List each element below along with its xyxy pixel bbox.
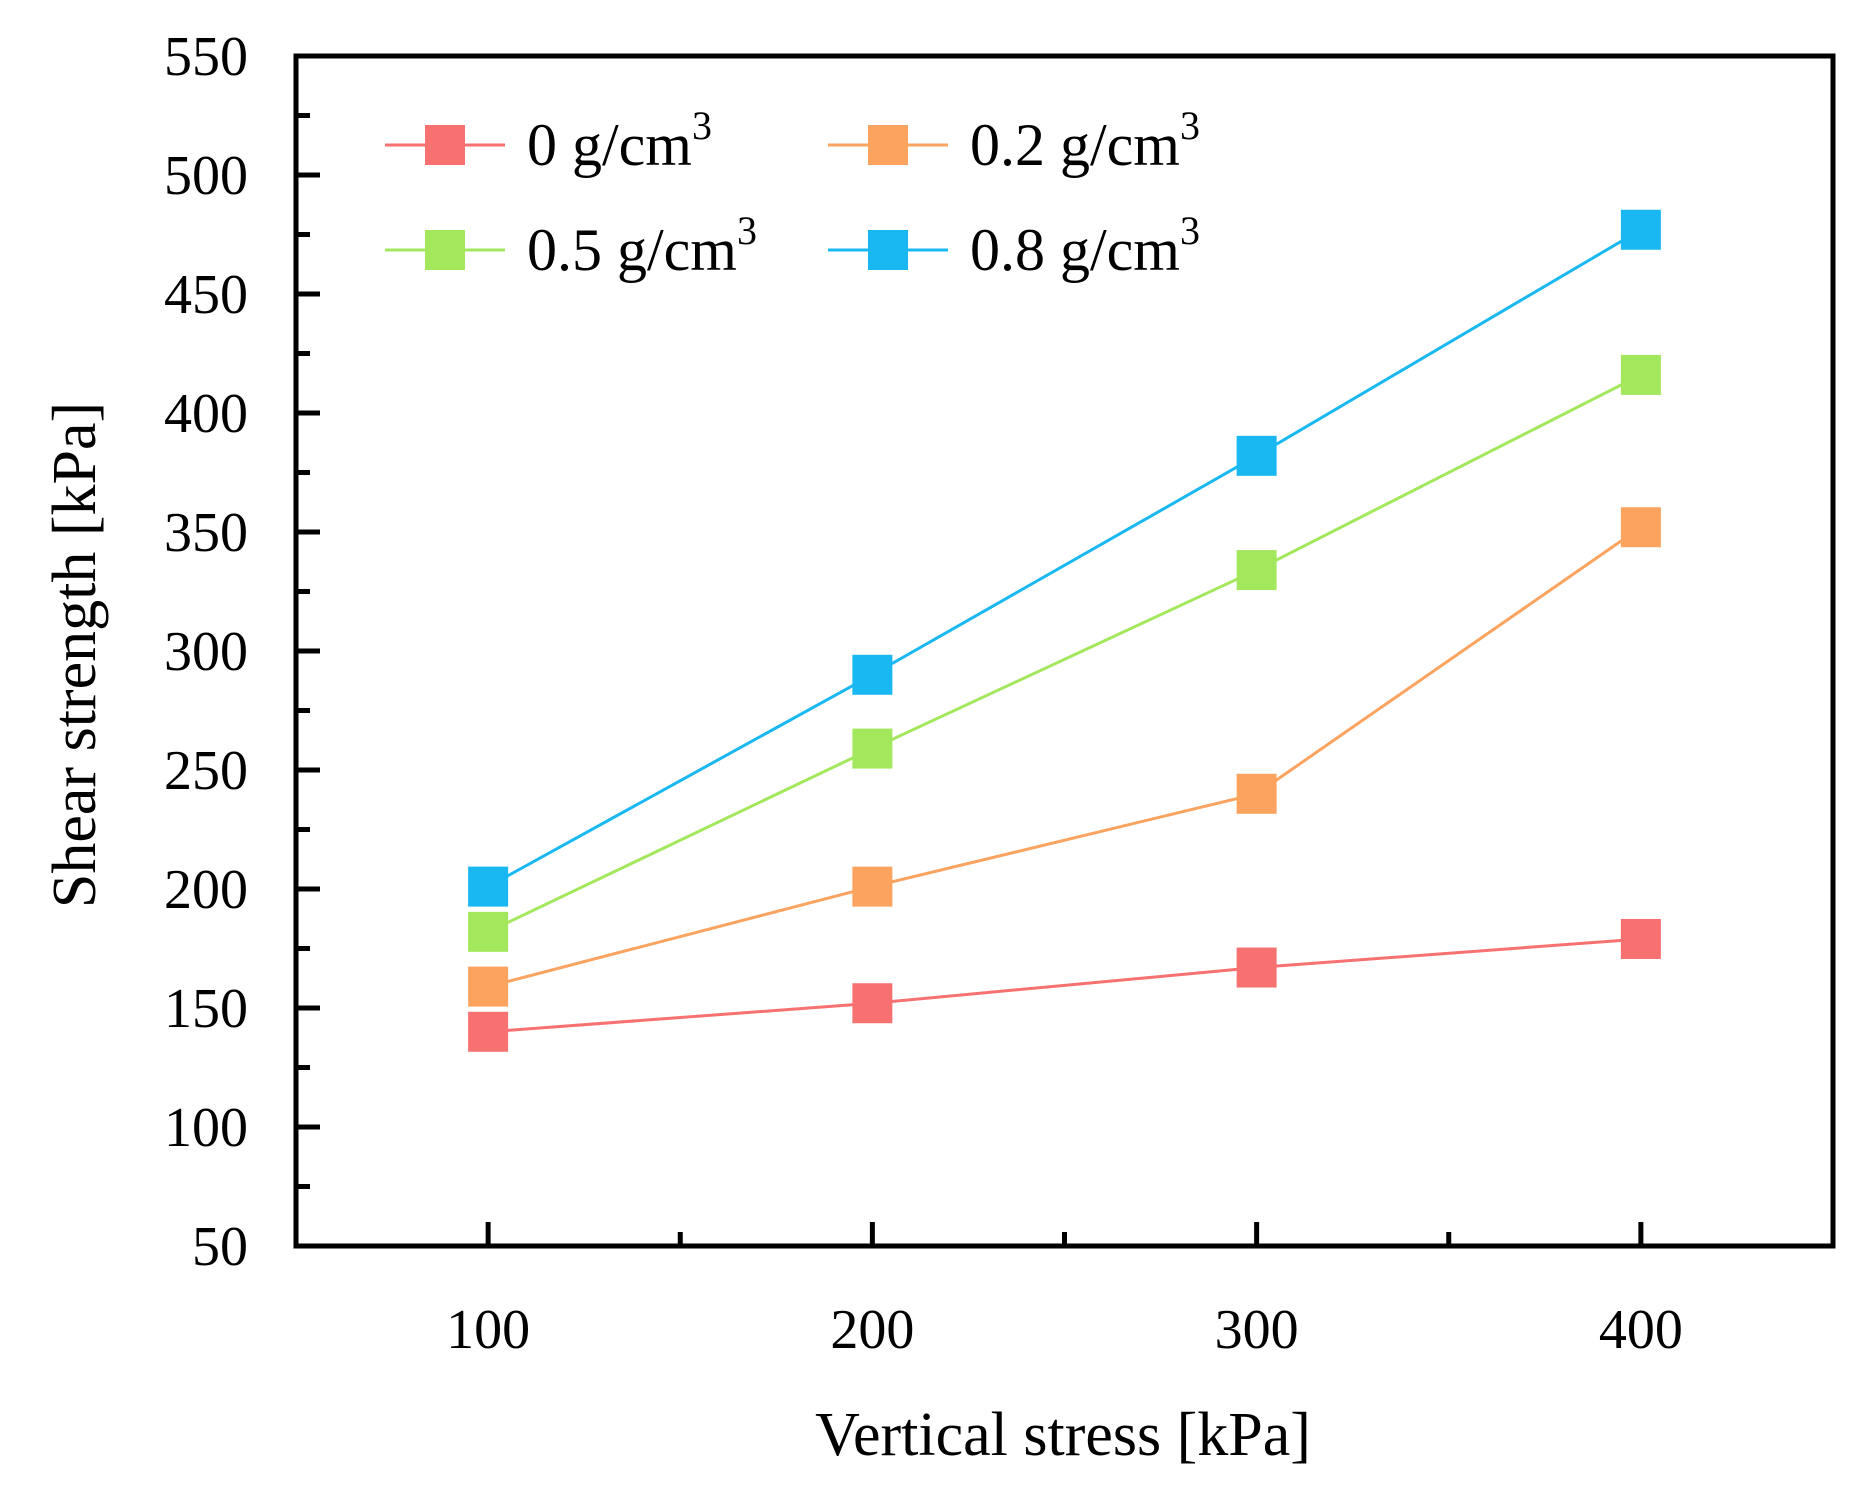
series-3: [468, 209, 1661, 907]
legend-item: 0.8 g/cm3: [828, 208, 1200, 283]
data-point: [1620, 209, 1661, 250]
data-point: [1236, 435, 1277, 476]
y-tick-label: 350: [164, 502, 248, 564]
y-tick-label: 100: [164, 1097, 248, 1159]
data-point: [1620, 354, 1661, 395]
legend-label: 0.5 g/cm3: [527, 208, 757, 283]
x-tick-label: 300: [1215, 1299, 1299, 1361]
y-tick-label: 400: [164, 383, 248, 445]
legend-item: 0 g/cm3: [385, 103, 712, 178]
data-point: [468, 911, 509, 952]
data-point: [1236, 947, 1277, 988]
legend-superscript: 3: [692, 103, 712, 148]
series-line: [487, 526, 1642, 989]
y-tick-label: 50: [192, 1216, 248, 1278]
data-point: [468, 966, 509, 1007]
data-point: [1620, 918, 1661, 959]
data-point: [1236, 773, 1277, 814]
data-point: [468, 866, 509, 907]
y-tick-label: 550: [164, 26, 248, 88]
y-tick-label: 200: [164, 859, 248, 921]
data-point: [468, 1011, 509, 1052]
legend-marker: [868, 230, 908, 270]
series-2: [468, 354, 1661, 952]
legend-label: 0.2 g/cm3: [970, 103, 1200, 178]
legend-marker: [868, 125, 908, 165]
data-point: [1620, 507, 1661, 548]
legend-marker: [425, 230, 465, 270]
legend-superscript: 3: [1180, 103, 1200, 148]
x-axis-title: Vertical stress [kPa]: [815, 1401, 1311, 1469]
legend-marker: [425, 125, 465, 165]
series-1: [468, 507, 1661, 1007]
data-point: [852, 728, 893, 769]
data-point: [852, 654, 893, 695]
legend: 0 g/cm3 0.2 g/cm3 0.5 g/cm3 0.8 g/cm3: [385, 103, 1200, 283]
x-tick-label: 200: [830, 1299, 914, 1361]
data-point: [852, 983, 893, 1024]
series-line: [487, 373, 1642, 934]
x-tick-label: 100: [446, 1299, 530, 1361]
legend-item: 0.2 g/cm3: [828, 103, 1200, 178]
series-line: [487, 228, 1642, 888]
series-line: [488, 937, 1641, 1034]
y-tick-label: 450: [164, 264, 248, 326]
x-axis: 100 200 300 400: [446, 1222, 1683, 1361]
legend-item: 0.5 g/cm3: [385, 208, 757, 283]
y-tick-label: 250: [164, 740, 248, 802]
legend-superscript: 3: [1180, 208, 1200, 253]
y-axis-title: Shear strength [kPa]: [41, 402, 109, 908]
y-tick-label: 500: [164, 145, 248, 207]
data-point: [852, 866, 893, 907]
legend-label: 0 g/cm3: [527, 103, 712, 178]
y-tick-label: 150: [164, 978, 248, 1040]
x-tick-label: 400: [1599, 1299, 1683, 1361]
data-point: [1236, 550, 1277, 591]
y-axis: 50 100 150 200 250 300 350 400 450 500 550: [164, 26, 320, 1278]
series-0: [468, 918, 1661, 1052]
legend-superscript: 3: [737, 208, 757, 253]
legend-label: 0.8 g/cm3: [970, 208, 1200, 283]
series-layer: [468, 209, 1661, 1052]
y-tick-label: 300: [164, 621, 248, 683]
